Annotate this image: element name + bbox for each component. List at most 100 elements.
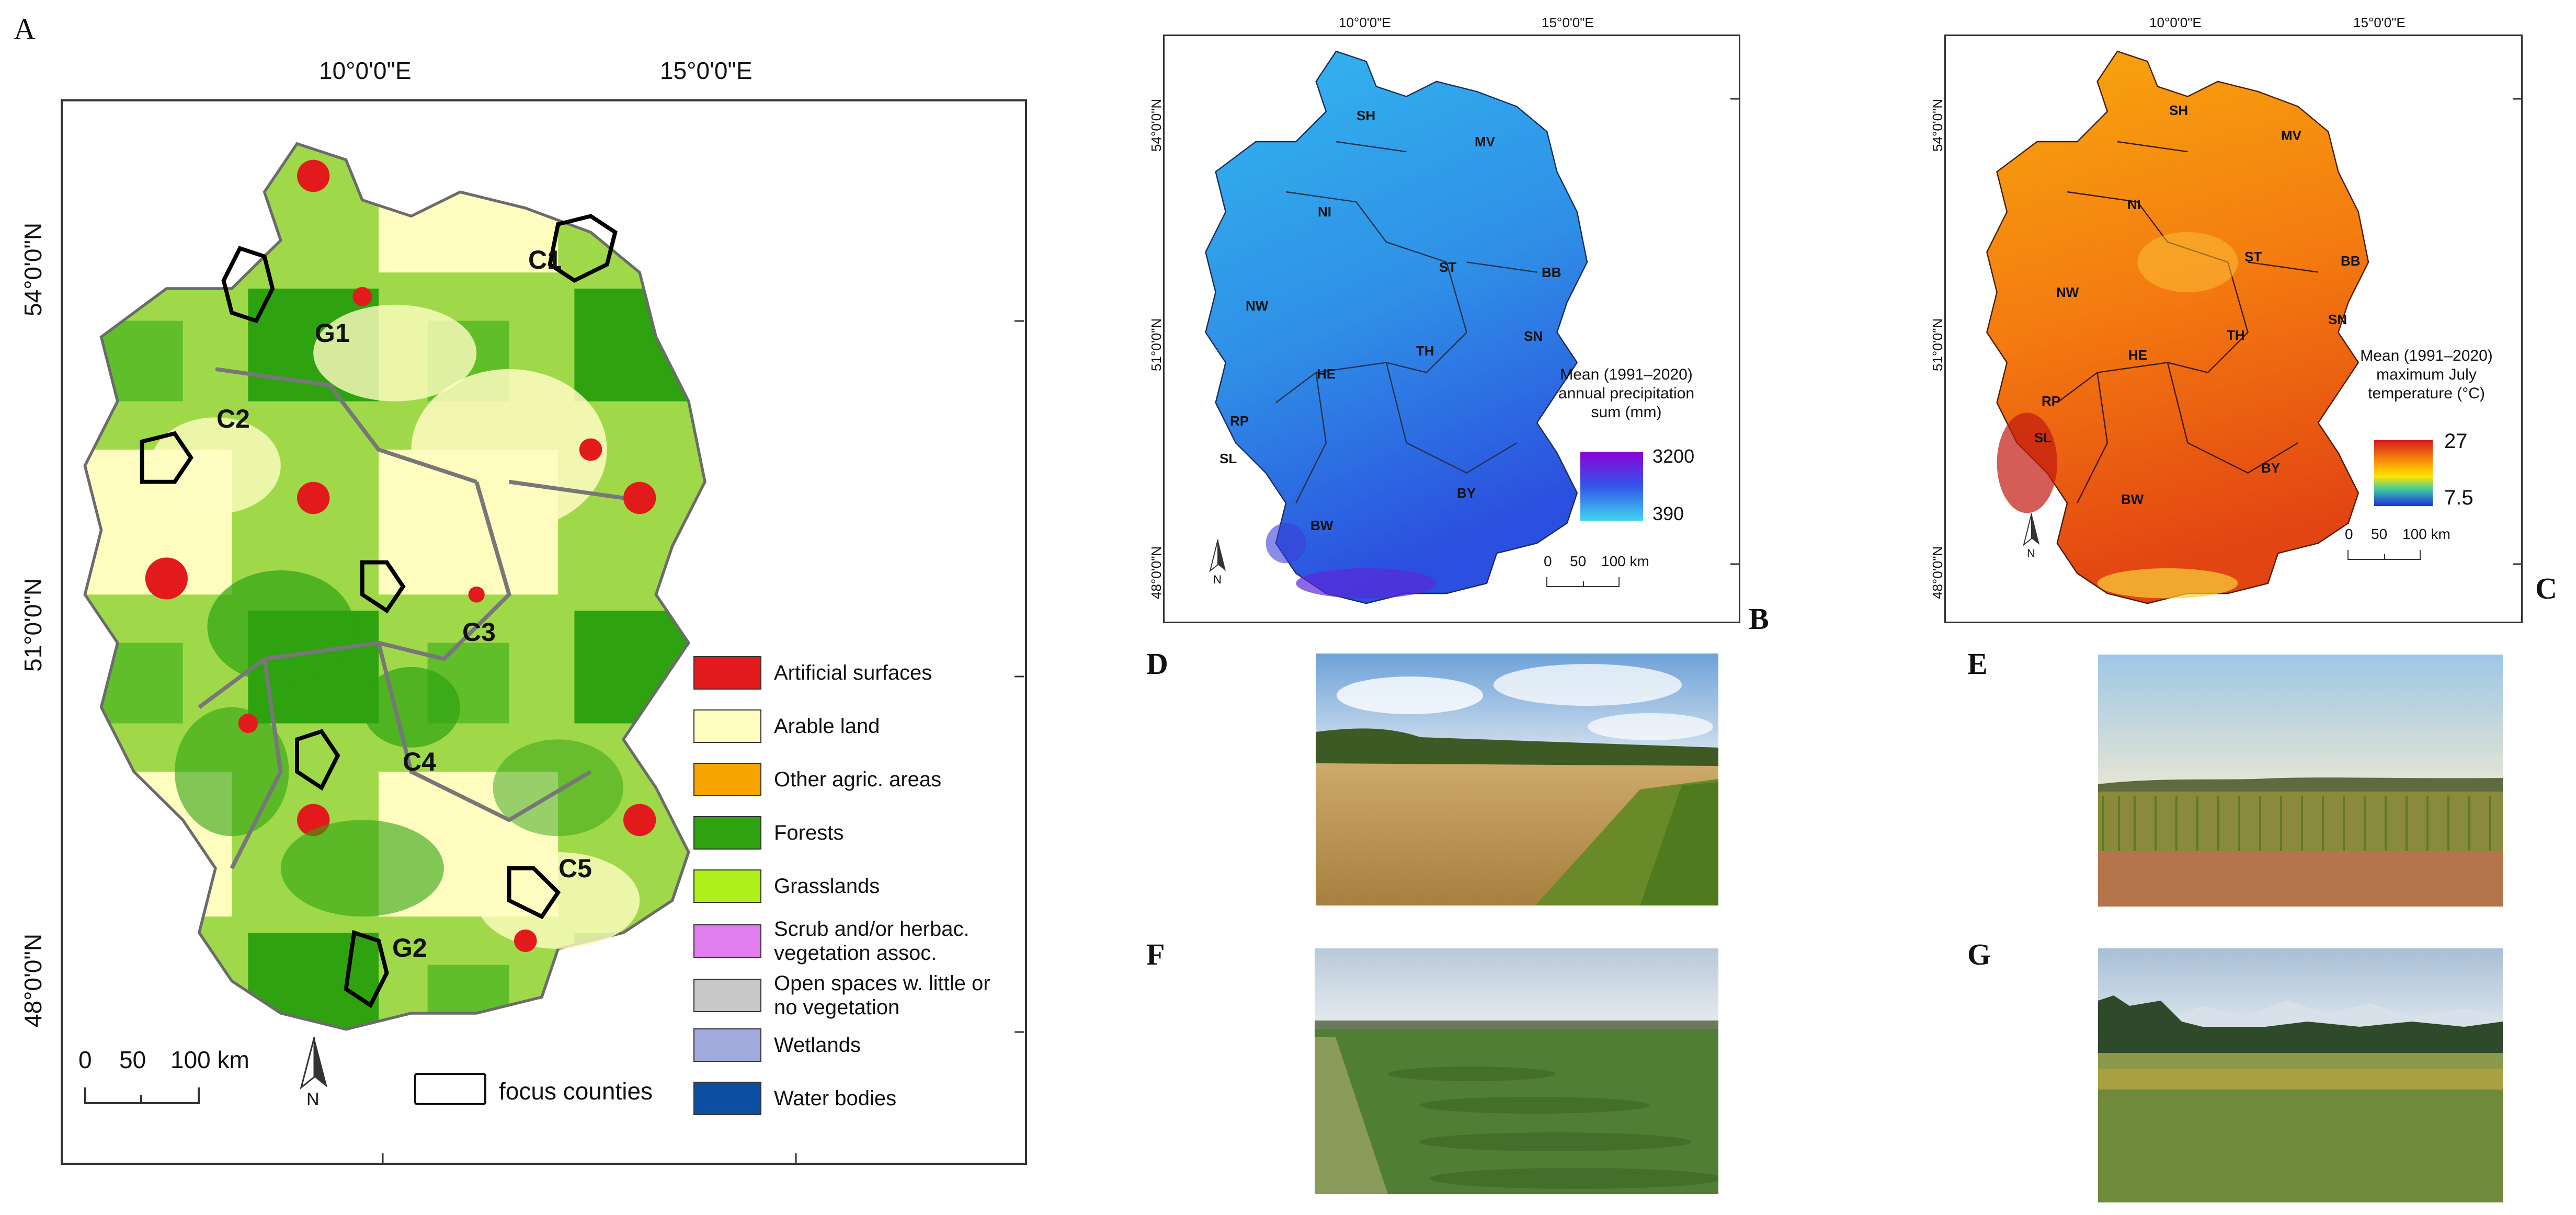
county-label-c4: C4 (403, 747, 436, 776)
north-arrow-icon (2023, 513, 2039, 546)
legend-swatch-scrub (693, 924, 761, 958)
precip-legend-max: 3200 (1652, 445, 1695, 467)
precip-legend-title-2: annual precipitation (1558, 385, 1695, 402)
lon-label-10e: 10°0'0"E (319, 57, 412, 84)
north-arrow-icon (1209, 539, 1226, 572)
panel-g-letter: G (1967, 937, 1991, 971)
landcover-map (63, 101, 1024, 1163)
c-state-mv: MV (2281, 128, 2301, 143)
c-state-sh: SH (2169, 102, 2189, 118)
north-arrow-a: N (291, 1035, 338, 1114)
precip-legend-title-1: Mean (1991–2020) (1560, 366, 1693, 383)
c-state-he: HE (2128, 347, 2148, 363)
panel-c-letter: C (2535, 571, 2557, 605)
b-state-he: HE (1317, 366, 1336, 382)
legend-label-wetlands: Wetlands (774, 1034, 861, 1057)
photo-wheat-field (1316, 654, 1718, 905)
focus-counties-key: focus counties (414, 1071, 676, 1109)
legend-swatch-water (693, 1082, 761, 1115)
county-label-g1: G1 (315, 318, 350, 348)
legend-item-water: Water bodies (693, 1080, 896, 1117)
county-label-g2: G2 (392, 933, 427, 962)
north-label-c: N (2027, 547, 2035, 560)
b-state-mv: MV (1475, 134, 1495, 150)
legend-item-grasslands: Grasslands (693, 868, 880, 904)
c-state-st: ST (2244, 249, 2262, 265)
temp-colorbar (2374, 440, 2433, 506)
temp-legend-title-2: maximum July (2376, 366, 2477, 383)
legend-label-artificial: Artificial surfaces (774, 661, 932, 684)
scale-b-50: 50 (1570, 553, 1587, 569)
panel-f-letter: F (1146, 937, 1165, 971)
temperature-map (1946, 36, 2521, 622)
c-lon-10e: 10°0'0"E (2149, 15, 2202, 30)
legend-swatch-wetlands (693, 1028, 761, 1062)
north-label-a: N (306, 1090, 320, 1109)
c-lat-51n: 51°0'0"N (1930, 318, 1945, 371)
north-arrow-c: N (2019, 512, 2045, 565)
b-state-th: TH (1416, 343, 1434, 359)
b-state-bw: BW (1310, 518, 1333, 533)
north-arrow-b: N (1205, 538, 1231, 591)
b-state-nw: NW (1246, 298, 1269, 314)
legend-item-other-agric: Other agric. areas (693, 761, 941, 798)
legend-label-scrub: Scrub and/or herbac. vegetation assoc. (774, 918, 970, 965)
precip-map (1165, 36, 1739, 622)
scale-bar-c: 0 50 100 km (2345, 526, 2460, 568)
precip-map-frame (1163, 35, 1740, 623)
legend-label-forests: Forests (774, 821, 844, 844)
focus-county-swatch (414, 1073, 486, 1105)
scale-c-50: 50 (2371, 526, 2388, 542)
legend-swatch-arable (693, 709, 761, 743)
precip-legend-min: 390 (1652, 503, 1684, 524)
legend-item-scrub: Scrub and/or herbac. vegetation assoc. (693, 915, 999, 967)
precip-legend-title-3: sum (mm) (1591, 404, 1662, 421)
county-label-c3: C3 (462, 617, 496, 647)
scale-b-100: 100 km (1601, 553, 1649, 569)
legend-item-open-spaces: Open spaces w. little or no vegetation (693, 969, 999, 1022)
b-lon-15e: 15°0'0"E (1542, 15, 1594, 30)
lat-label-48n: 48°0'0"N (19, 933, 47, 1027)
c-state-th: TH (2227, 327, 2245, 343)
b-state-by: BY (1457, 485, 1476, 501)
scale-c-100: 100 km (2402, 526, 2450, 542)
b-state-sl: SL (1219, 451, 1237, 466)
landcover-map-frame (61, 99, 1027, 1165)
c-lat-54n: 54°0'0"N (1930, 98, 1945, 152)
c-state-by: BY (2261, 460, 2281, 476)
c-state-rp: RP (2042, 393, 2061, 409)
lat-label-54n: 54°0'0"N (19, 222, 47, 316)
legend-item-arable: Arable land (693, 708, 880, 744)
landcover-legend: Artificial surfaces Arable land Other ag… (693, 655, 1018, 1136)
legend-label-other-agric: Other agric. areas (774, 768, 942, 791)
panel-e-letter: E (1967, 647, 1988, 681)
scale-c-0: 0 (2345, 526, 2353, 542)
panel-b-letter: B (1749, 602, 1769, 636)
panel-a-letter: A (14, 12, 36, 46)
temp-legend-title-1: Mean (1991–2020) (2360, 347, 2493, 364)
county-label-c2: C2 (216, 404, 250, 433)
photo-grassland (2098, 948, 2503, 1202)
temperature-legend: Mean (1991–2020) maximum July temperatur… (2332, 347, 2521, 520)
scale-bar-a: 0 50 100 km (78, 1046, 256, 1114)
b-state-st: ST (1439, 259, 1457, 275)
legend-item-wetlands: Wetlands (693, 1027, 861, 1063)
scale-a-50: 50 (119, 1046, 146, 1073)
c-lat-48n: 48°0'0"N (1930, 546, 1945, 599)
precip-colorbar (1580, 452, 1643, 521)
b-state-bb: BB (1542, 265, 1561, 280)
legend-swatch-artificial (693, 656, 761, 690)
legend-label-water: Water bodies (774, 1087, 897, 1110)
legend-swatch-other-agric (693, 763, 761, 796)
c-state-sl: SL (2034, 430, 2052, 445)
c-state-ni: NI (2127, 197, 2141, 212)
c-state-sn: SN (2328, 312, 2347, 327)
county-label-c1: C1 (528, 245, 562, 274)
legend-swatch-forests (693, 816, 761, 850)
b-lat-48n: 48°0'0"N (1148, 546, 1164, 599)
lat-label-51n: 51°0'0"N (19, 578, 47, 672)
county-label-c5: C5 (558, 854, 592, 883)
b-lat-51n: 51°0'0"N (1148, 318, 1164, 371)
c-state-nw: NW (2056, 284, 2079, 300)
c-state-bw: BW (2121, 491, 2144, 507)
